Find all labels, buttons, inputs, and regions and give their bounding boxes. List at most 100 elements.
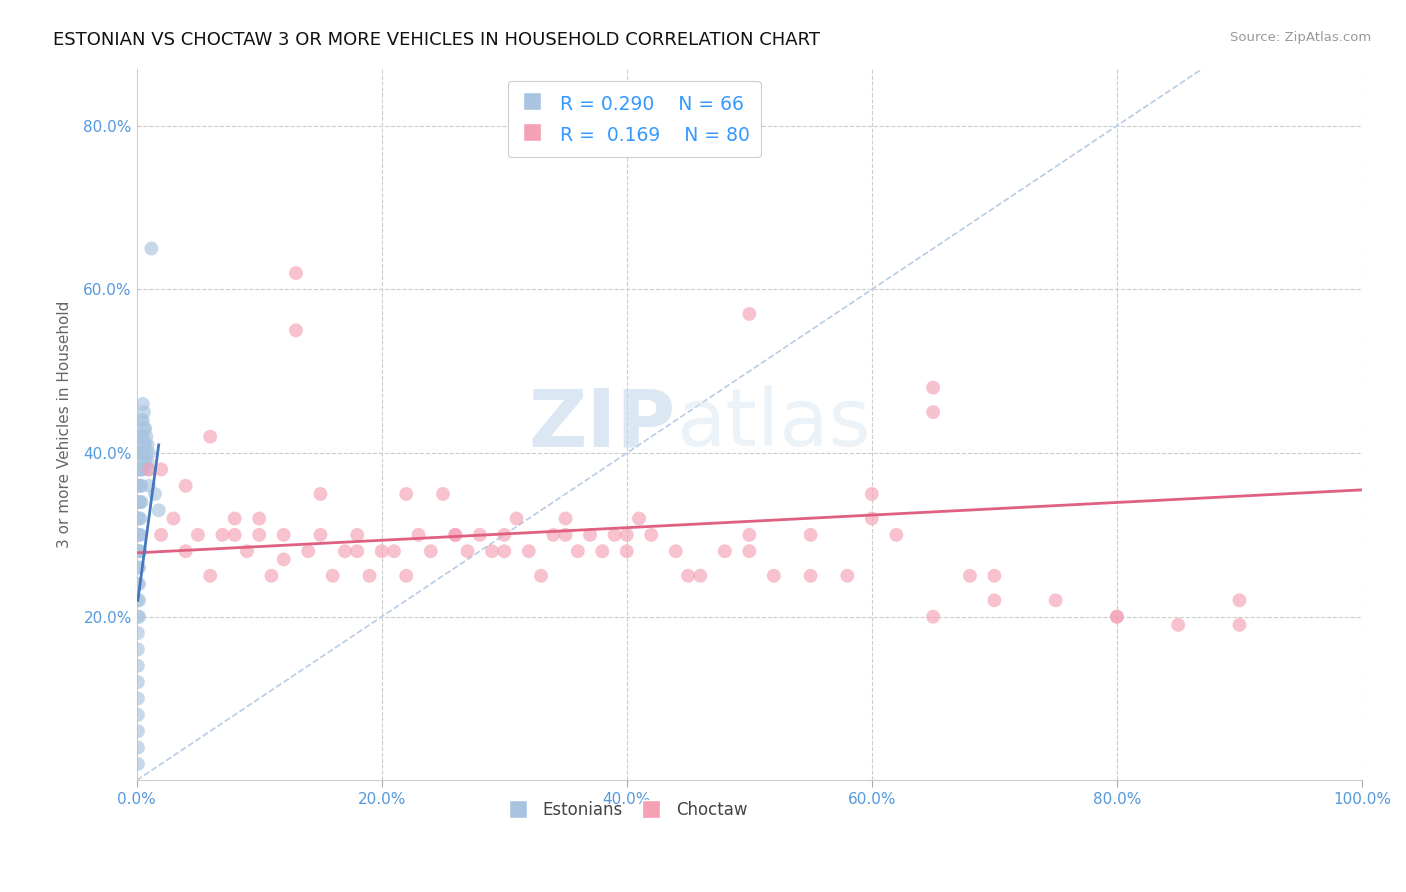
Y-axis label: 3 or more Vehicles in Household: 3 or more Vehicles in Household — [58, 301, 72, 548]
Point — [714, 544, 737, 558]
Point — [494, 528, 516, 542]
Point — [128, 511, 150, 525]
Point — [127, 544, 149, 558]
Point — [129, 495, 152, 509]
Point — [591, 544, 613, 558]
Point — [505, 511, 527, 525]
Point — [567, 544, 589, 558]
Point — [127, 626, 149, 640]
Point — [143, 487, 166, 501]
Point — [922, 405, 945, 419]
Point — [419, 544, 441, 558]
Point — [131, 430, 153, 444]
Point — [127, 658, 149, 673]
Point — [432, 487, 454, 501]
Point — [273, 528, 295, 542]
Point — [128, 462, 150, 476]
Point — [129, 511, 152, 525]
Point — [128, 609, 150, 624]
Point — [132, 421, 155, 435]
Point — [141, 242, 163, 256]
Point — [127, 642, 149, 657]
Point — [494, 544, 516, 558]
Point — [129, 479, 152, 493]
Point — [131, 462, 153, 476]
Point — [1229, 618, 1251, 632]
Point — [359, 568, 381, 582]
Text: ZIP: ZIP — [529, 385, 676, 464]
Point — [370, 544, 392, 558]
Point — [579, 528, 602, 542]
Point — [247, 511, 270, 525]
Point — [150, 528, 173, 542]
Point — [174, 479, 197, 493]
Point — [187, 528, 209, 542]
Point — [198, 430, 221, 444]
Point — [640, 528, 662, 542]
Point — [132, 454, 155, 468]
Point — [127, 446, 149, 460]
Point — [738, 307, 761, 321]
Point — [128, 577, 150, 591]
Point — [129, 446, 152, 460]
Point — [309, 487, 332, 501]
Point — [800, 528, 823, 542]
Point — [128, 495, 150, 509]
Point — [346, 528, 368, 542]
Point — [395, 487, 418, 501]
Point — [128, 544, 150, 558]
Point — [468, 528, 491, 542]
Point — [738, 544, 761, 558]
Point — [211, 528, 233, 542]
Point — [738, 528, 761, 542]
Point — [1045, 593, 1067, 607]
Point — [983, 568, 1005, 582]
Point — [260, 568, 283, 582]
Point — [127, 707, 149, 722]
Point — [284, 266, 307, 280]
Point — [530, 568, 553, 582]
Point — [129, 544, 152, 558]
Point — [131, 446, 153, 460]
Point — [333, 544, 356, 558]
Point — [297, 544, 319, 558]
Point — [198, 568, 221, 582]
Point — [129, 462, 152, 476]
Point — [174, 544, 197, 558]
Point — [134, 438, 156, 452]
Point — [127, 511, 149, 525]
Point — [959, 568, 981, 582]
Point — [132, 462, 155, 476]
Point — [138, 446, 160, 460]
Point — [395, 568, 418, 582]
Point — [273, 552, 295, 566]
Point — [628, 511, 651, 525]
Point — [128, 593, 150, 607]
Point — [127, 675, 149, 690]
Point — [603, 528, 626, 542]
Point — [131, 479, 153, 493]
Point — [127, 528, 149, 542]
Point — [127, 691, 149, 706]
Point — [676, 568, 699, 582]
Point — [860, 487, 883, 501]
Point — [128, 479, 150, 493]
Point — [444, 528, 467, 542]
Point — [543, 528, 565, 542]
Point — [135, 430, 157, 444]
Text: Source: ZipAtlas.com: Source: ZipAtlas.com — [1230, 31, 1371, 45]
Point — [284, 323, 307, 337]
Point — [837, 568, 859, 582]
Point — [1105, 609, 1128, 624]
Point — [922, 381, 945, 395]
Point — [148, 503, 170, 517]
Point — [481, 544, 503, 558]
Point — [162, 511, 184, 525]
Point — [408, 528, 430, 542]
Point — [138, 462, 160, 476]
Point — [382, 544, 405, 558]
Point — [346, 544, 368, 558]
Point — [127, 577, 149, 591]
Point — [689, 568, 711, 582]
Point — [236, 544, 259, 558]
